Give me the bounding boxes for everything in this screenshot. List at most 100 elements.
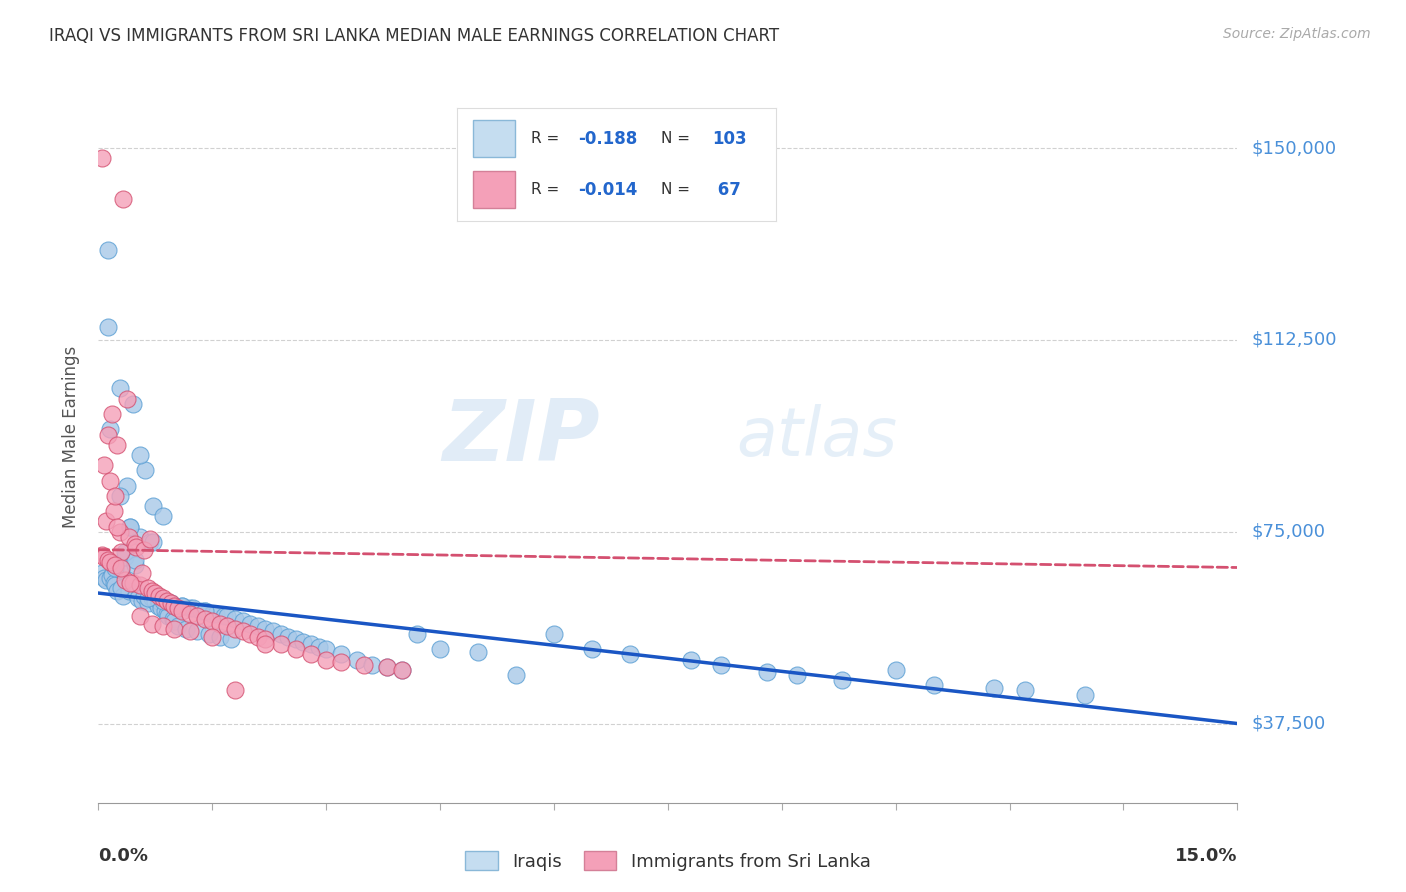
Point <box>270 637 292 651</box>
Text: $150,000: $150,000 <box>1251 139 1336 157</box>
Point <box>159 596 181 610</box>
Point <box>124 558 146 572</box>
Point <box>197 627 219 641</box>
Point <box>148 589 170 603</box>
Point <box>98 474 121 488</box>
Point <box>224 683 246 698</box>
Point <box>179 607 201 621</box>
Point <box>755 665 778 680</box>
Point <box>142 535 165 549</box>
Point <box>152 619 174 633</box>
Point <box>186 624 208 639</box>
Point <box>118 530 141 544</box>
Point <box>277 630 299 644</box>
Point <box>110 563 132 577</box>
Point <box>152 509 174 524</box>
Point <box>391 663 413 677</box>
Point <box>201 607 224 621</box>
Point <box>246 630 269 644</box>
Point <box>93 458 115 473</box>
Point <box>129 609 152 624</box>
Point <box>167 619 190 633</box>
Point <box>224 622 246 636</box>
Point <box>360 657 382 672</box>
Point <box>467 645 489 659</box>
Point <box>179 601 201 615</box>
Point <box>239 616 262 631</box>
Point <box>292 634 315 648</box>
Point <box>831 673 853 687</box>
Point <box>117 392 139 406</box>
Point <box>129 578 152 592</box>
Text: $75,000: $75,000 <box>1251 523 1326 541</box>
Point <box>139 535 162 549</box>
Point <box>104 489 127 503</box>
Point <box>217 619 239 633</box>
Point <box>232 624 254 639</box>
Point <box>205 607 228 621</box>
Point <box>270 627 292 641</box>
Point <box>224 612 246 626</box>
Point <box>136 596 159 610</box>
Point <box>1014 683 1036 698</box>
Point <box>132 589 155 603</box>
Point <box>710 657 733 672</box>
Point <box>98 422 121 436</box>
Point <box>543 627 565 641</box>
Point <box>124 553 146 567</box>
Point <box>125 586 148 600</box>
Point <box>94 515 117 529</box>
Point <box>391 663 413 677</box>
Point <box>110 545 132 559</box>
Point <box>98 571 121 585</box>
Point <box>315 652 337 666</box>
Point <box>118 583 141 598</box>
Point <box>308 640 330 654</box>
Point <box>111 589 134 603</box>
Point <box>108 489 131 503</box>
Point <box>96 244 118 258</box>
Point <box>142 499 165 513</box>
Point <box>155 604 177 618</box>
Point <box>124 537 146 551</box>
Point <box>110 581 132 595</box>
Point <box>194 604 217 618</box>
Point <box>101 568 124 582</box>
Point <box>186 609 208 624</box>
Point <box>786 668 808 682</box>
Text: atlas: atlas <box>737 404 897 470</box>
Point <box>136 581 159 595</box>
Point <box>254 637 277 651</box>
Text: 0.0%: 0.0% <box>98 847 149 864</box>
Point <box>299 637 322 651</box>
Text: $112,500: $112,500 <box>1251 331 1337 349</box>
Point <box>232 614 254 628</box>
Point <box>125 540 148 554</box>
Point <box>254 632 277 647</box>
Point <box>91 548 114 562</box>
Point <box>107 583 129 598</box>
Point <box>148 593 170 607</box>
Point <box>163 614 186 628</box>
Point <box>190 604 212 618</box>
Point <box>162 612 184 626</box>
Point <box>505 668 527 682</box>
Point <box>117 478 139 492</box>
Point <box>1074 689 1097 703</box>
Point <box>346 652 368 666</box>
Text: ZIP: ZIP <box>441 395 599 479</box>
Point <box>922 678 945 692</box>
Point <box>246 619 269 633</box>
Point <box>217 609 239 624</box>
Point <box>208 616 231 631</box>
Point <box>129 530 152 544</box>
Point <box>284 642 307 657</box>
Point <box>98 555 121 569</box>
Point <box>194 612 217 626</box>
Point <box>141 583 163 598</box>
Point <box>254 622 277 636</box>
Point <box>330 655 353 669</box>
Point <box>136 591 159 606</box>
Point <box>156 593 179 607</box>
Point <box>141 591 163 606</box>
